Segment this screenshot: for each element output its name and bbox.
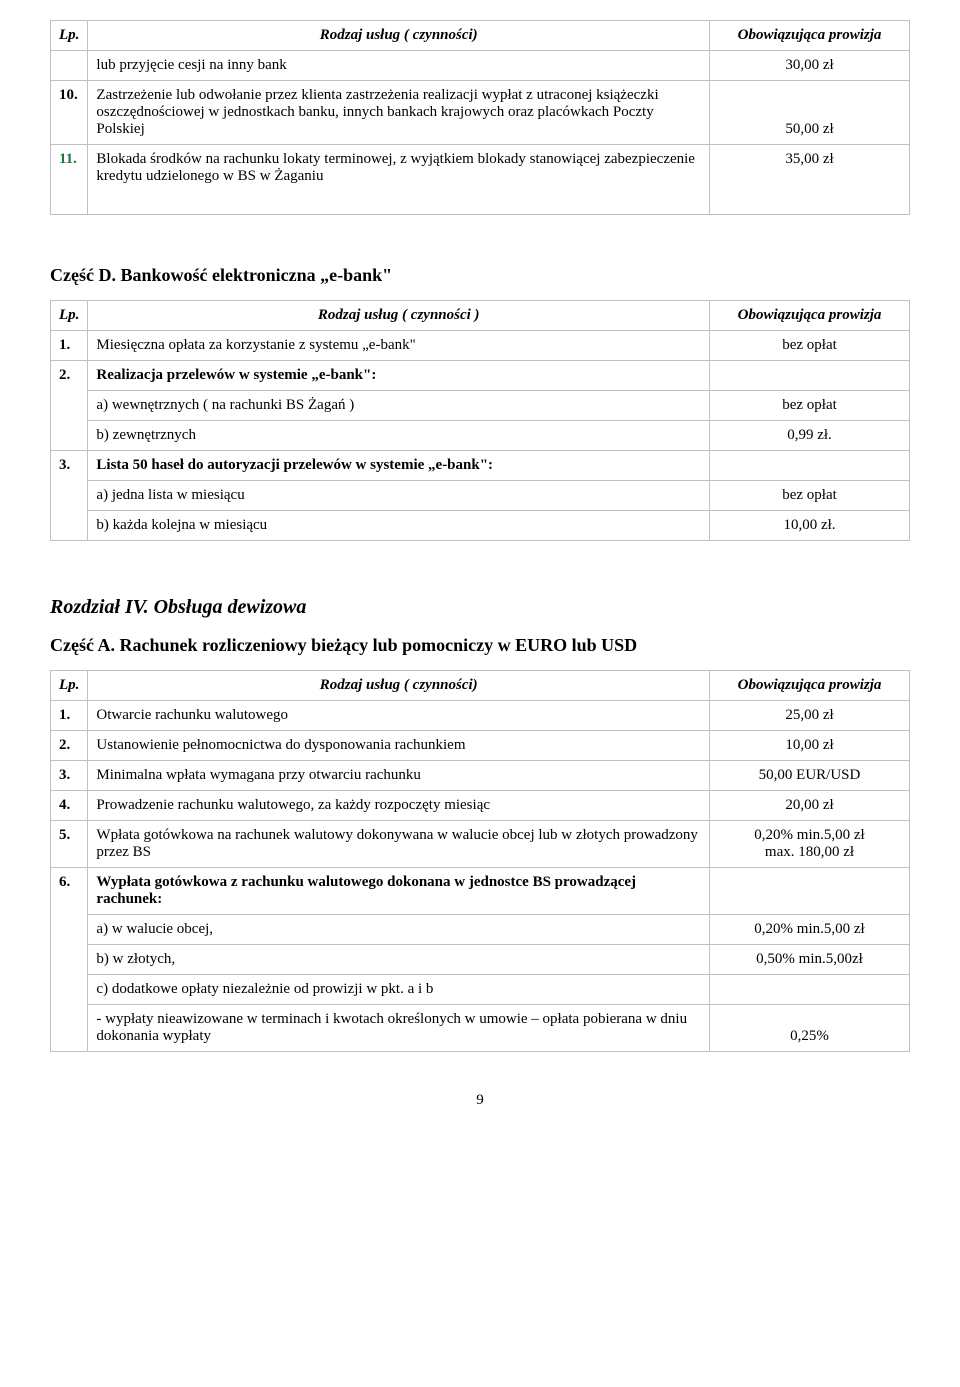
cell-fee: 0,25% <box>710 1005 910 1052</box>
table-row: a) w walucie obcej, 0,20% min.5,00 zł <box>51 915 910 945</box>
cell-desc: Ustanowienie pełnomocnictwa do dysponowa… <box>88 731 710 761</box>
cell-desc: - wypłaty nieawizowane w terminach i kwo… <box>88 1005 710 1052</box>
table-row: 1. Otwarcie rachunku walutowego 25,00 zł <box>51 701 910 731</box>
cell-fee: 50,00 EUR/USD <box>710 761 910 791</box>
header-fee: Obowiązująca prowizja <box>710 21 910 51</box>
header-service: Rodzaj usług ( czynności) <box>88 21 710 51</box>
section-a-title: Część A. Rachunek rozliczeniowy bieżący … <box>50 635 910 656</box>
table-row: a) wewnętrznych ( na rachunki BS Żagań )… <box>51 391 910 421</box>
cell-lp <box>51 51 88 81</box>
table-row: a) jedna lista w miesiącu bez opłat <box>51 481 910 511</box>
cell-fee: 20,00 zł <box>710 791 910 821</box>
cell-lp: 4. <box>51 791 88 821</box>
chapter-iv-title: Rozdział IV. Obsługa dewizowa <box>50 596 910 619</box>
table-fx-account: Lp. Rodzaj usług ( czynności) Obowiązują… <box>50 670 910 1052</box>
cell-desc: Wpłata gotówkowa na rachunek walutowy do… <box>88 821 710 868</box>
cell-fee: 0,50% min.5,00zł <box>710 945 910 975</box>
cell-lp: 2. <box>51 361 88 451</box>
cell-desc: Lista 50 haseł do autoryzacji przelewów … <box>88 451 710 481</box>
table-header-row: Lp. Rodzaj usług ( czynności) Obowiązują… <box>51 671 910 701</box>
table-row: 2. Realizacja przelewów w systemie „e-ba… <box>51 361 910 391</box>
table-row: b) zewnętrznych 0,99 zł. <box>51 421 910 451</box>
cell-fee: 50,00 zł <box>710 81 910 145</box>
header-lp: Lp. <box>51 21 88 51</box>
cell-fee: 0,99 zł. <box>710 421 910 451</box>
cell-fee-line1: 0,20% min.5,00 zł <box>754 827 864 843</box>
cell-desc: Miesięczna opłata za korzystanie z syste… <box>88 331 710 361</box>
cell-lp: 11. <box>51 145 88 215</box>
table-ebank: Lp. Rodzaj usług ( czynności ) Obowiązuj… <box>50 300 910 541</box>
cell-fee: 10,00 zł <box>710 731 910 761</box>
cell-desc: b) każda kolejna w miesiącu <box>88 511 710 541</box>
table-row: b) w złotych, 0,50% min.5,00zł <box>51 945 910 975</box>
table-row: c) dodatkowe opłaty niezależnie od prowi… <box>51 975 910 1005</box>
cell-desc: lub przyjęcie cesji na inny bank <box>88 51 710 81</box>
cell-lp: 1. <box>51 331 88 361</box>
cell-desc: a) wewnętrznych ( na rachunki BS Żagań ) <box>88 391 710 421</box>
cell-fee: bez opłat <box>710 391 910 421</box>
table-header-row: Lp. Rodzaj usług ( czynności ) Obowiązuj… <box>51 301 910 331</box>
table-row: 5. Wpłata gotówkowa na rachunek walutowy… <box>51 821 910 868</box>
header-lp: Lp. <box>51 671 88 701</box>
cell-fee: bez opłat <box>710 481 910 511</box>
cell-desc: a) jedna lista w miesiącu <box>88 481 710 511</box>
header-lp: Lp. <box>51 301 88 331</box>
cell-fee <box>710 868 910 915</box>
table-row: 3. Minimalna wpłata wymagana przy otwarc… <box>51 761 910 791</box>
cell-fee: 0,20% min.5,00 zł <box>710 915 910 945</box>
cell-desc: Minimalna wpłata wymagana przy otwarciu … <box>88 761 710 791</box>
header-service: Rodzaj usług ( czynności) <box>88 671 710 701</box>
cell-fee <box>710 361 910 391</box>
cell-fee: 30,00 zł <box>710 51 910 81</box>
header-service: Rodzaj usług ( czynności ) <box>88 301 710 331</box>
table-row: - wypłaty nieawizowane w terminach i kwo… <box>51 1005 910 1052</box>
table-header-row: Lp. Rodzaj usług ( czynności) Obowiązują… <box>51 21 910 51</box>
cell-desc: b) zewnętrznych <box>88 421 710 451</box>
cell-desc: Realizacja przelewów w systemie „e-bank"… <box>88 361 710 391</box>
cell-fee: 35,00 zł <box>710 145 910 215</box>
cell-desc: Blokada środków na rachunku lokaty termi… <box>88 145 710 215</box>
cell-lp: 3. <box>51 451 88 541</box>
cell-lp: 2. <box>51 731 88 761</box>
cell-fee: bez opłat <box>710 331 910 361</box>
cell-fee: 10,00 zł. <box>710 511 910 541</box>
cell-desc: Prowadzenie rachunku walutowego, za każd… <box>88 791 710 821</box>
table-row: b) każda kolejna w miesiącu 10,00 zł. <box>51 511 910 541</box>
cell-fee: 0,20% min.5,00 zł max. 180,00 zł <box>710 821 910 868</box>
table-row: 1. Miesięczna opłata za korzystanie z sy… <box>51 331 910 361</box>
cell-lp: 3. <box>51 761 88 791</box>
table-row: 4. Prowadzenie rachunku walutowego, za k… <box>51 791 910 821</box>
cell-fee: 25,00 zł <box>710 701 910 731</box>
table-row: 10. Zastrzeżenie lub odwołanie przez kli… <box>51 81 910 145</box>
table-row: 3. Lista 50 haseł do autoryzacji przelew… <box>51 451 910 481</box>
cell-lp: 1. <box>51 701 88 731</box>
cell-fee <box>710 975 910 1005</box>
header-fee: Obowiązująca prowizja <box>710 301 910 331</box>
table-row: 11. Blokada środków na rachunku lokaty t… <box>51 145 910 215</box>
header-fee: Obowiązująca prowizja <box>710 671 910 701</box>
page-number: 9 <box>50 1092 910 1109</box>
cell-desc: Zastrzeżenie lub odwołanie przez klienta… <box>88 81 710 145</box>
cell-lp: 6. <box>51 868 88 1052</box>
cell-lp: 10. <box>51 81 88 145</box>
cell-fee <box>710 451 910 481</box>
cell-lp: 5. <box>51 821 88 868</box>
table-row: 6. Wypłata gotówkowa z rachunku walutowe… <box>51 868 910 915</box>
cell-desc: b) w złotych, <box>88 945 710 975</box>
table-row: 2. Ustanowienie pełnomocnictwa do dyspon… <box>51 731 910 761</box>
cell-desc: a) w walucie obcej, <box>88 915 710 945</box>
cell-fee-line2: max. 180,00 zł <box>765 844 854 860</box>
cell-desc: Wypłata gotówkowa z rachunku walutowego … <box>88 868 710 915</box>
table-row: lub przyjęcie cesji na inny bank 30,00 z… <box>51 51 910 81</box>
cell-desc: Otwarcie rachunku walutowego <box>88 701 710 731</box>
section-d-title: Część D. Bankowość elektroniczna „e-bank… <box>50 265 910 286</box>
table-part1: Lp. Rodzaj usług ( czynności) Obowiązują… <box>50 20 910 215</box>
cell-desc: c) dodatkowe opłaty niezależnie od prowi… <box>88 975 710 1005</box>
